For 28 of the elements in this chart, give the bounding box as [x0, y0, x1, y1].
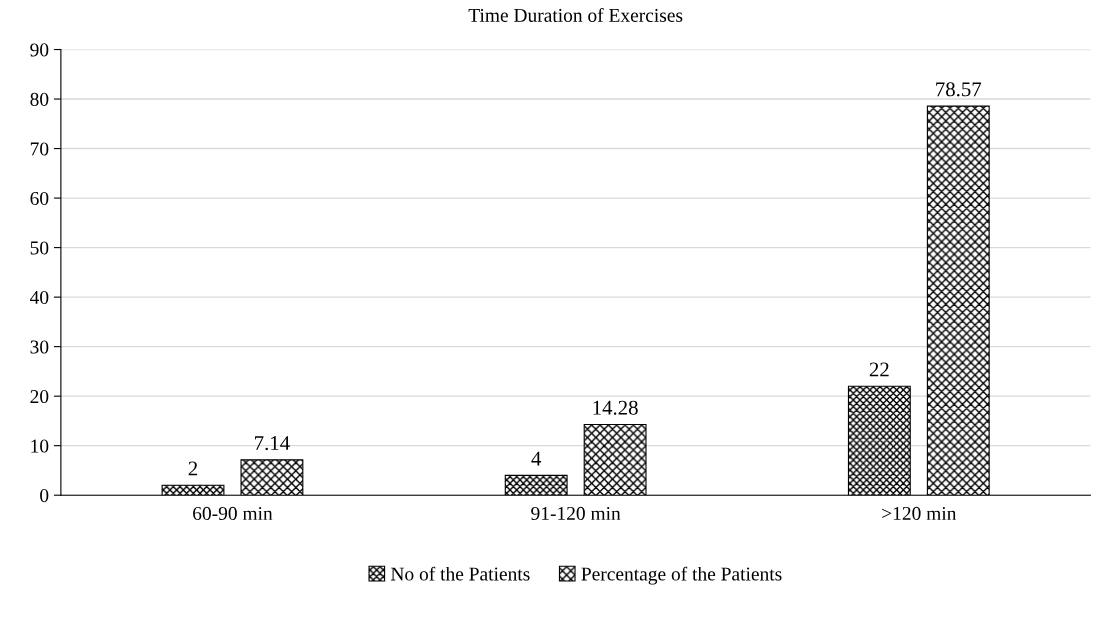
legend-label: Percentage of the Patients	[581, 566, 782, 585]
data-label: 14.28	[593, 400, 638, 415]
data-label: 4	[531, 451, 542, 466]
y-tick-label: 20	[30, 389, 49, 404]
y-tick-label: 90	[30, 43, 49, 57]
bar	[240, 459, 304, 496]
bar	[583, 423, 647, 496]
x-tick-label: >120 min	[882, 506, 957, 520]
y-tick-label: 40	[30, 290, 49, 305]
bar	[926, 105, 990, 496]
bar	[504, 474, 568, 496]
y-tick-label: 30	[30, 340, 49, 354]
data-label: 2	[188, 461, 198, 476]
y-tick-label: 80	[30, 92, 49, 106]
data-label: 22	[869, 362, 889, 377]
legend-label: No of the Patients	[390, 566, 530, 581]
data-label: 78.57	[936, 82, 982, 97]
y-tick-label: 70	[30, 142, 49, 156]
y-tick-label: 10	[31, 439, 49, 453]
data-label: 7.14	[255, 436, 290, 451]
x-tick-label: 60-90 min	[193, 506, 273, 520]
bar	[161, 484, 225, 496]
chart-title: Time Duration of Exercises	[468, 8, 683, 22]
y-tick-label: 0	[40, 489, 49, 503]
y-tick-label: 60	[30, 191, 49, 206]
y-tick-label: 50	[30, 241, 49, 255]
x-tick-label: 91-120 min	[531, 506, 621, 520]
bar	[847, 385, 911, 496]
